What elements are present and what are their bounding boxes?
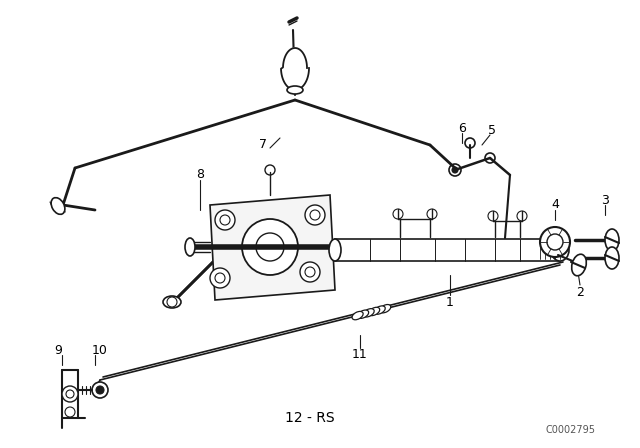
Circle shape (92, 382, 108, 398)
Text: 1: 1 (446, 296, 454, 309)
Text: 5: 5 (488, 124, 496, 137)
Text: 11: 11 (352, 349, 368, 362)
Circle shape (540, 227, 570, 257)
Ellipse shape (352, 311, 363, 320)
Text: 12 - RS: 12 - RS (285, 411, 335, 425)
Circle shape (65, 407, 75, 417)
Text: 2: 2 (576, 285, 584, 298)
Text: 4: 4 (551, 198, 559, 211)
Circle shape (215, 210, 235, 230)
Ellipse shape (329, 239, 341, 261)
Text: C0002795: C0002795 (545, 425, 595, 435)
Circle shape (300, 262, 320, 282)
Text: 6: 6 (458, 121, 466, 134)
Circle shape (62, 386, 78, 402)
Polygon shape (210, 195, 335, 300)
Ellipse shape (380, 305, 391, 313)
Ellipse shape (185, 238, 195, 256)
Ellipse shape (163, 296, 181, 308)
Ellipse shape (605, 247, 619, 269)
Ellipse shape (369, 307, 380, 316)
Ellipse shape (551, 239, 569, 261)
Ellipse shape (51, 198, 65, 214)
Ellipse shape (287, 86, 303, 94)
Circle shape (452, 167, 458, 173)
Text: 7: 7 (259, 138, 267, 151)
Ellipse shape (358, 310, 369, 319)
Circle shape (210, 268, 230, 288)
Ellipse shape (363, 309, 374, 317)
Ellipse shape (572, 254, 586, 276)
Text: 10: 10 (92, 344, 108, 357)
Ellipse shape (374, 306, 385, 314)
Text: 3: 3 (601, 194, 609, 207)
Circle shape (96, 386, 104, 394)
Text: 8: 8 (196, 168, 204, 181)
Circle shape (242, 219, 298, 275)
Circle shape (305, 205, 325, 225)
Polygon shape (281, 48, 309, 90)
Ellipse shape (605, 229, 619, 251)
Polygon shape (335, 239, 560, 261)
Text: 9: 9 (54, 344, 62, 357)
